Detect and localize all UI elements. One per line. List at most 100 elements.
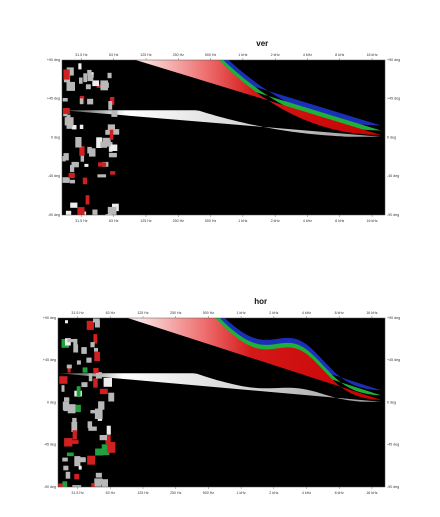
- noise-cell: [58, 483, 63, 487]
- y-label-left: 0 deg: [47, 400, 56, 404]
- noise-cell: [94, 478, 103, 487]
- plot-area: [62, 60, 385, 215]
- noise-cell: [109, 144, 118, 151]
- noise-cell: [92, 80, 99, 87]
- noise-cell: [84, 163, 89, 167]
- x-label-bottom: 16 kHz: [366, 219, 377, 223]
- plot-area: [58, 318, 385, 487]
- x-label-top: 63 Hz: [109, 53, 119, 57]
- noise-cell: [105, 214, 112, 215]
- noise-cell: [87, 455, 96, 465]
- noise-cell: [95, 448, 104, 456]
- noise-cell: [109, 97, 115, 105]
- noise-cell: [66, 67, 74, 76]
- white-core: [58, 373, 381, 402]
- noise-cell: [74, 456, 81, 467]
- noise-cell: [66, 452, 74, 457]
- y-label-right: -90 deg: [387, 213, 399, 217]
- noise-cell: [61, 385, 65, 392]
- noise-cell: [75, 137, 82, 148]
- noise-cell: [99, 388, 108, 395]
- x-label-bottom: 63 Hz: [106, 491, 116, 495]
- x-label-bottom: 1 kHz: [237, 491, 246, 495]
- x-label-top: 250 Hz: [173, 53, 185, 57]
- noise-cell: [66, 364, 72, 369]
- noise-cell: [72, 485, 82, 487]
- y-label-left: -45 deg: [48, 174, 60, 178]
- x-label-top: 500 Hz: [203, 311, 215, 315]
- noise-cell: [85, 195, 90, 205]
- noise-cell: [63, 153, 69, 161]
- x-label-top: 8 kHz: [335, 53, 344, 57]
- x-label-top: 2 kHz: [269, 311, 278, 315]
- noise-cell: [65, 210, 72, 215]
- directivity-plot: hor 31.5 Hz 31.5 Hz 63 Hz 63 Hz 125 Hz 125 Hz 2…: [43, 297, 400, 495]
- noise-cell: [64, 397, 70, 402]
- x-label-top: 63 Hz: [106, 311, 116, 315]
- noise-cell: [89, 148, 96, 157]
- noise-cell: [108, 152, 117, 158]
- y-label-right: -45 deg: [387, 174, 399, 178]
- noise-cell: [105, 434, 111, 445]
- y-label-right: +45 deg: [387, 97, 400, 101]
- noise-cell: [91, 483, 95, 487]
- noise-cell: [64, 117, 74, 126]
- x-label-bottom: 250 Hz: [170, 491, 182, 495]
- noise-cell: [79, 146, 85, 156]
- noise-cell: [88, 373, 93, 382]
- y-label-right: +45 deg: [387, 358, 400, 362]
- noise-cell: [65, 471, 71, 479]
- noise-cell: [109, 129, 114, 140]
- x-label-bottom: 500 Hz: [203, 491, 215, 495]
- noise-cell: [83, 73, 88, 83]
- noise-cell: [62, 481, 68, 487]
- x-label-bottom: 125 Hz: [137, 491, 149, 495]
- noise-cell: [96, 84, 101, 88]
- x-label-top: 16 kHz: [366, 53, 377, 57]
- noise-cell: [78, 63, 82, 70]
- noise-cell: [98, 162, 107, 167]
- noise-cell: [108, 101, 113, 110]
- noise-cell: [82, 367, 88, 373]
- noise-cell: [63, 69, 70, 80]
- y-label-left: +45 deg: [47, 97, 60, 101]
- noise-cell: [108, 392, 115, 402]
- x-label-bottom: 63 Hz: [109, 219, 119, 223]
- noise-cell: [79, 77, 83, 84]
- noise-cell: [71, 125, 77, 130]
- y-label-left: +90 deg: [43, 316, 56, 320]
- x-label-bottom: 31.5 Hz: [71, 491, 84, 495]
- noise-cell: [90, 342, 95, 348]
- x-label-bottom: 31.5 Hz: [75, 219, 88, 223]
- x-label-bottom: 8 kHz: [335, 491, 344, 495]
- noise-cell: [78, 465, 82, 470]
- x-label-top: 4 kHz: [303, 53, 312, 57]
- directivity-plot: ver 31.5 Hz 31.5 Hz 63 Hz 63 Hz 125 Hz 125 Hz 2…: [47, 39, 400, 223]
- noise-cell: [100, 141, 108, 148]
- noise-cell: [67, 404, 76, 414]
- noise-cell: [79, 124, 84, 129]
- y-label-right: -90 deg: [387, 485, 399, 489]
- x-label-top: 16 kHz: [366, 311, 377, 315]
- noise-cell: [86, 357, 92, 363]
- noise-cell: [81, 382, 88, 388]
- noise-cell: [72, 430, 77, 440]
- x-label-top: 1 kHz: [238, 53, 247, 57]
- x-label-top: 125 Hz: [140, 53, 152, 57]
- noise-cell: [82, 177, 88, 185]
- x-label-top: 250 Hz: [170, 311, 182, 315]
- noise-cell: [107, 206, 117, 215]
- x-label-bottom: 8 kHz: [335, 219, 344, 223]
- noise-cell: [67, 122, 73, 127]
- x-label-bottom: 16 kHz: [366, 491, 377, 495]
- noise-cell: [62, 177, 70, 183]
- noise-cell: [62, 98, 68, 102]
- noise-cell: [68, 172, 75, 179]
- noise-cell: [70, 440, 79, 444]
- x-label-top: 1 kHz: [237, 311, 246, 315]
- noise-cell: [62, 156, 66, 162]
- x-label-bottom: 2 kHz: [271, 219, 280, 223]
- y-label-left: +45 deg: [43, 358, 56, 362]
- y-label-left: -90 deg: [48, 213, 60, 217]
